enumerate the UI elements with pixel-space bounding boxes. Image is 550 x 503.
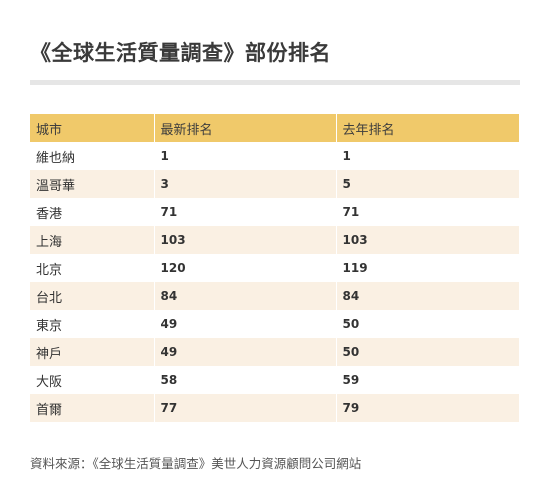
table-row: 溫哥華 3 5	[30, 170, 519, 198]
latest-rank-cell: 71	[153, 198, 336, 226]
latest-rank-cell: 84	[153, 282, 336, 310]
table-body: 維也納 1 1 溫哥華 3 5 香港 71 71 上海 103 103 北京 1…	[30, 142, 519, 422]
table-row: 北京 120 119	[30, 254, 519, 282]
city-cell: 上海	[30, 226, 154, 254]
last-year-rank-cell: 119	[335, 254, 519, 282]
city-cell: 北京	[30, 254, 154, 282]
column-header-latest-rank: 最新排名	[153, 114, 336, 142]
table-row: 維也納 1 1	[30, 142, 519, 170]
last-year-rank-cell: 84	[335, 282, 519, 310]
table-row: 神戶 49 50	[30, 338, 519, 366]
source-note: 資料來源：《全球生活質量調查》美世人力資源顧問公司網站	[30, 456, 362, 471]
table-row: 首爾 77 79	[30, 394, 519, 422]
last-year-rank-cell: 79	[335, 394, 519, 422]
last-year-rank-cell: 59	[335, 366, 519, 394]
latest-rank-cell: 3	[153, 170, 336, 198]
city-cell: 首爾	[30, 394, 154, 422]
city-cell: 神戶	[30, 338, 154, 366]
title-divider	[30, 80, 520, 85]
city-cell: 溫哥華	[30, 170, 154, 198]
latest-rank-cell: 49	[153, 338, 336, 366]
city-cell: 台北	[30, 282, 154, 310]
table-row: 台北 84 84	[30, 282, 519, 310]
latest-rank-cell: 77	[153, 394, 336, 422]
city-cell: 東京	[30, 310, 154, 338]
header-row: 城市 最新排名 去年排名	[30, 114, 519, 142]
last-year-rank-cell: 71	[335, 198, 519, 226]
last-year-rank-cell: 1	[335, 142, 519, 170]
column-header-last-year-rank: 去年排名	[335, 114, 519, 142]
table-row: 大阪 58 59	[30, 366, 519, 394]
last-year-rank-cell: 50	[335, 310, 519, 338]
latest-rank-cell: 103	[153, 226, 336, 254]
last-year-rank-cell: 50	[335, 338, 519, 366]
table-row: 上海 103 103	[30, 226, 519, 254]
last-year-rank-cell: 103	[335, 226, 519, 254]
table-header: 城市 最新排名 去年排名	[30, 114, 519, 142]
last-year-rank-cell: 5	[335, 170, 519, 198]
city-cell: 維也納	[30, 142, 154, 170]
table-row: 香港 71 71	[30, 198, 519, 226]
ranking-table: 城市 最新排名 去年排名 維也納 1 1 溫哥華 3 5 香港 71 71 上海…	[30, 114, 519, 422]
latest-rank-cell: 58	[153, 366, 336, 394]
latest-rank-cell: 49	[153, 310, 336, 338]
latest-rank-cell: 1	[153, 142, 336, 170]
column-header-city: 城市	[30, 114, 154, 142]
page-title: 《全球生活質量調查》部份排名	[30, 41, 331, 65]
latest-rank-cell: 120	[153, 254, 336, 282]
city-cell: 香港	[30, 198, 154, 226]
table-row: 東京 49 50	[30, 310, 519, 338]
city-cell: 大阪	[30, 366, 154, 394]
